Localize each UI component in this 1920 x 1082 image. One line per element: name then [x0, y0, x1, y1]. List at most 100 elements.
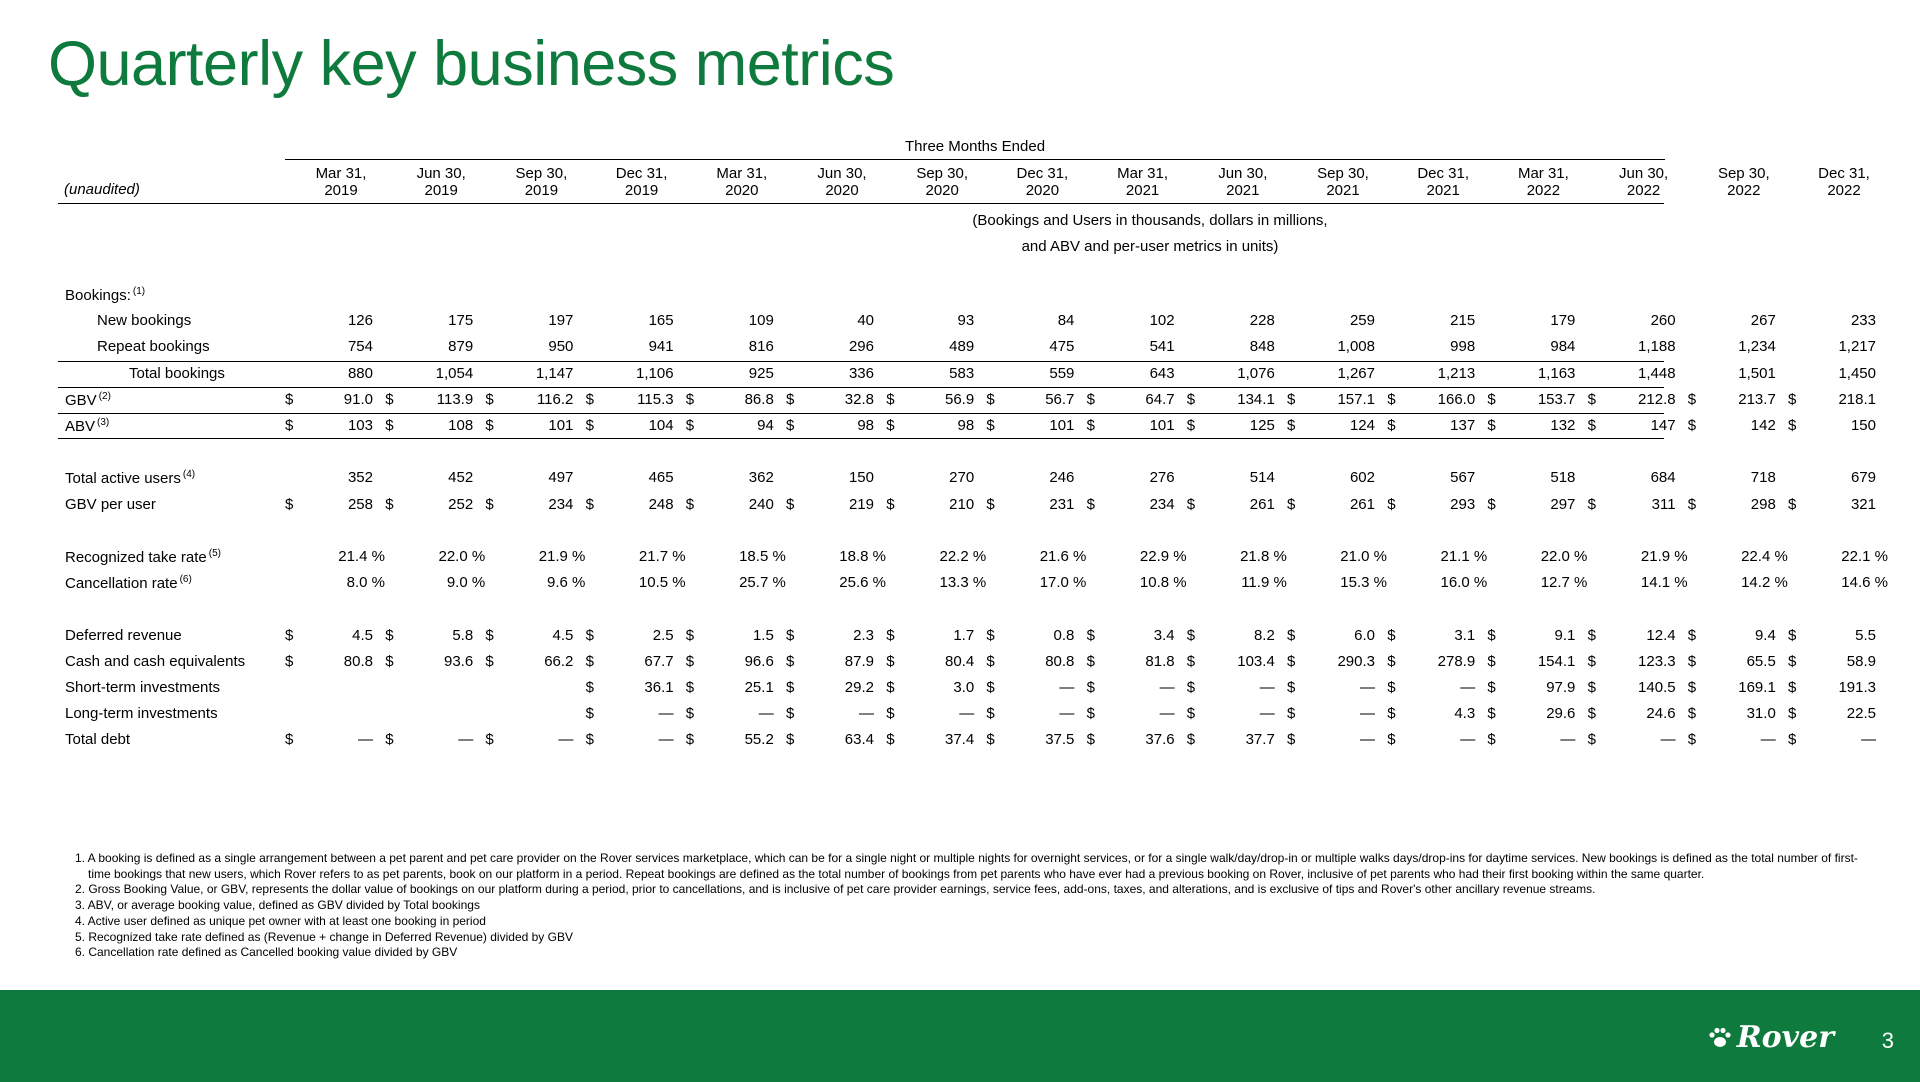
- currency-symbol: $: [1186, 417, 1196, 434]
- row-label: Cancellation rate (6): [65, 574, 192, 592]
- cell-value: 559: [1049, 364, 1075, 382]
- cell-value: 290.3: [1337, 652, 1375, 670]
- currency-symbol: $: [786, 652, 795, 670]
- cell-value: 602: [1349, 469, 1375, 487]
- period-month: Mar 31,: [716, 165, 768, 182]
- row-label: Long-term investments: [65, 705, 218, 722]
- cell-value: 17.0 %: [1039, 574, 1087, 592]
- page-title: Quarterly key business metrics: [48, 29, 895, 99]
- cell-value: 21.1 %: [1440, 548, 1488, 565]
- cell-value: 270: [949, 469, 975, 487]
- table-row: Cancellation rate (6) 8.0 % 9.0 % 9.6 % 10.5 …: [0, 570, 1920, 596]
- cell-value: 8.0 %: [346, 574, 385, 592]
- currency-symbol: $: [1587, 731, 1596, 749]
- currency-symbol: $: [786, 390, 795, 408]
- cell-value: 261: [1249, 495, 1275, 513]
- cell-value: —: [458, 731, 474, 749]
- currency-symbol: $: [1687, 652, 1697, 670]
- cell-value: 80.8: [343, 652, 373, 670]
- cell-value: 246: [1049, 469, 1075, 487]
- currency-symbol: $: [485, 652, 494, 670]
- currency-symbol: $: [485, 731, 494, 749]
- cell-value: 18.5 %: [739, 548, 786, 565]
- period-month: Jun 30,: [1618, 165, 1669, 182]
- currency-symbol: $: [285, 390, 294, 408]
- currency-symbol: $: [1086, 679, 1095, 696]
- cell-value: 21.8 %: [1240, 548, 1287, 565]
- cell-value: 293: [1450, 495, 1476, 513]
- period-month: Sep 30,: [1317, 165, 1369, 182]
- table-row: Cash and cash equivalents $80.8 $93.6 $66.2…: [0, 649, 1920, 675]
- cell-value: 321: [1850, 495, 1876, 513]
- cell-value: 297: [1550, 495, 1576, 513]
- cell-value: 210: [949, 495, 975, 513]
- cell-value: 848: [1249, 338, 1275, 356]
- cell-value: 950: [548, 338, 574, 356]
- currency-symbol: $: [1186, 705, 1196, 723]
- cell-value: 21.4 %: [338, 548, 385, 565]
- cell-value: 998: [1450, 338, 1476, 356]
- currency-symbol: $: [1287, 652, 1296, 670]
- cell-value: —: [1360, 705, 1375, 723]
- currency-symbol: $: [1387, 626, 1396, 644]
- table-row: GBV (2) $91.0 $113.9 $116.2 $115.3 $86.8 $32.8 $…: [0, 386, 1920, 413]
- currency-symbol: $: [1587, 390, 1596, 408]
- row-label: Total active users (4): [65, 469, 195, 487]
- cell-value: 166.0: [1437, 390, 1476, 408]
- row-label: Short-term investments: [65, 679, 220, 696]
- cell-value: 123.3: [1638, 652, 1676, 670]
- currency-symbol: $: [986, 652, 995, 670]
- cell-value: 278.9: [1437, 652, 1476, 670]
- row-label: Recognized take rate (5): [65, 548, 221, 566]
- row-label: Repeat bookings: [97, 338, 210, 355]
- currency-symbol: $: [585, 731, 594, 749]
- units-note-line-2: and ABV and per-user metrics in units): [1021, 238, 1279, 255]
- currency-symbol: $: [886, 652, 895, 670]
- cell-value: 101: [1049, 417, 1075, 434]
- currency-symbol: $: [1186, 652, 1196, 670]
- cell-value: 29.2: [844, 679, 874, 696]
- currency-symbol: $: [585, 626, 594, 644]
- cell-value: 157.1: [1337, 390, 1375, 408]
- page-number: 3: [1881, 1028, 1894, 1053]
- currency-symbol: $: [685, 705, 695, 723]
- currency-symbol: $: [1788, 731, 1797, 749]
- period-header: Jun 30, 2021: [1193, 165, 1293, 199]
- cell-value: 18.8 %: [839, 548, 886, 565]
- currency-symbol: $: [786, 731, 795, 749]
- cell-value: 134.1: [1237, 390, 1275, 408]
- currency-symbol: $: [585, 417, 594, 434]
- cell-value: 2.3: [853, 626, 874, 644]
- currency-symbol: $: [1587, 417, 1596, 434]
- row-label: Bookings: (1): [65, 286, 145, 304]
- currency-symbol: $: [1287, 626, 1296, 644]
- cell-value: 6.0: [1354, 626, 1375, 644]
- currency-symbol: $: [986, 705, 995, 723]
- period-month: Jun 30,: [817, 165, 867, 182]
- cell-value: 296: [848, 338, 874, 356]
- cell-value: 25.7 %: [739, 574, 786, 592]
- row-label-text: Repeat bookings: [97, 338, 210, 356]
- period-header: Mar 31, 2022: [1493, 165, 1593, 199]
- cell-value: —: [1059, 705, 1075, 723]
- row-label: GBV per user: [65, 496, 156, 513]
- cell-value: 475: [1049, 338, 1075, 356]
- currency-symbol: $: [1687, 705, 1697, 723]
- cell-value: —: [1861, 731, 1876, 749]
- unaudited-label: (unaudited): [64, 181, 140, 198]
- cell-value: 362: [748, 469, 774, 487]
- cell-value: 103.4: [1237, 652, 1275, 670]
- cell-value: 879: [448, 338, 474, 356]
- row-label-text: Long-term investments: [65, 705, 218, 723]
- period-month: Sep 30,: [916, 165, 969, 182]
- currency-symbol: $: [685, 495, 695, 513]
- cell-value: 191.3: [1838, 679, 1876, 696]
- units-note-line-1: (Bookings and Users in thousands, dollar…: [972, 212, 1328, 229]
- cell-value: 64.7: [1145, 390, 1175, 408]
- currency-symbol: $: [1387, 731, 1396, 749]
- cell-value: 93: [957, 312, 975, 330]
- cell-value: 5.5: [1855, 626, 1876, 644]
- currency-symbol: $: [585, 705, 594, 723]
- currency-symbol: $: [285, 417, 294, 434]
- cell-value: 22.9 %: [1139, 548, 1187, 565]
